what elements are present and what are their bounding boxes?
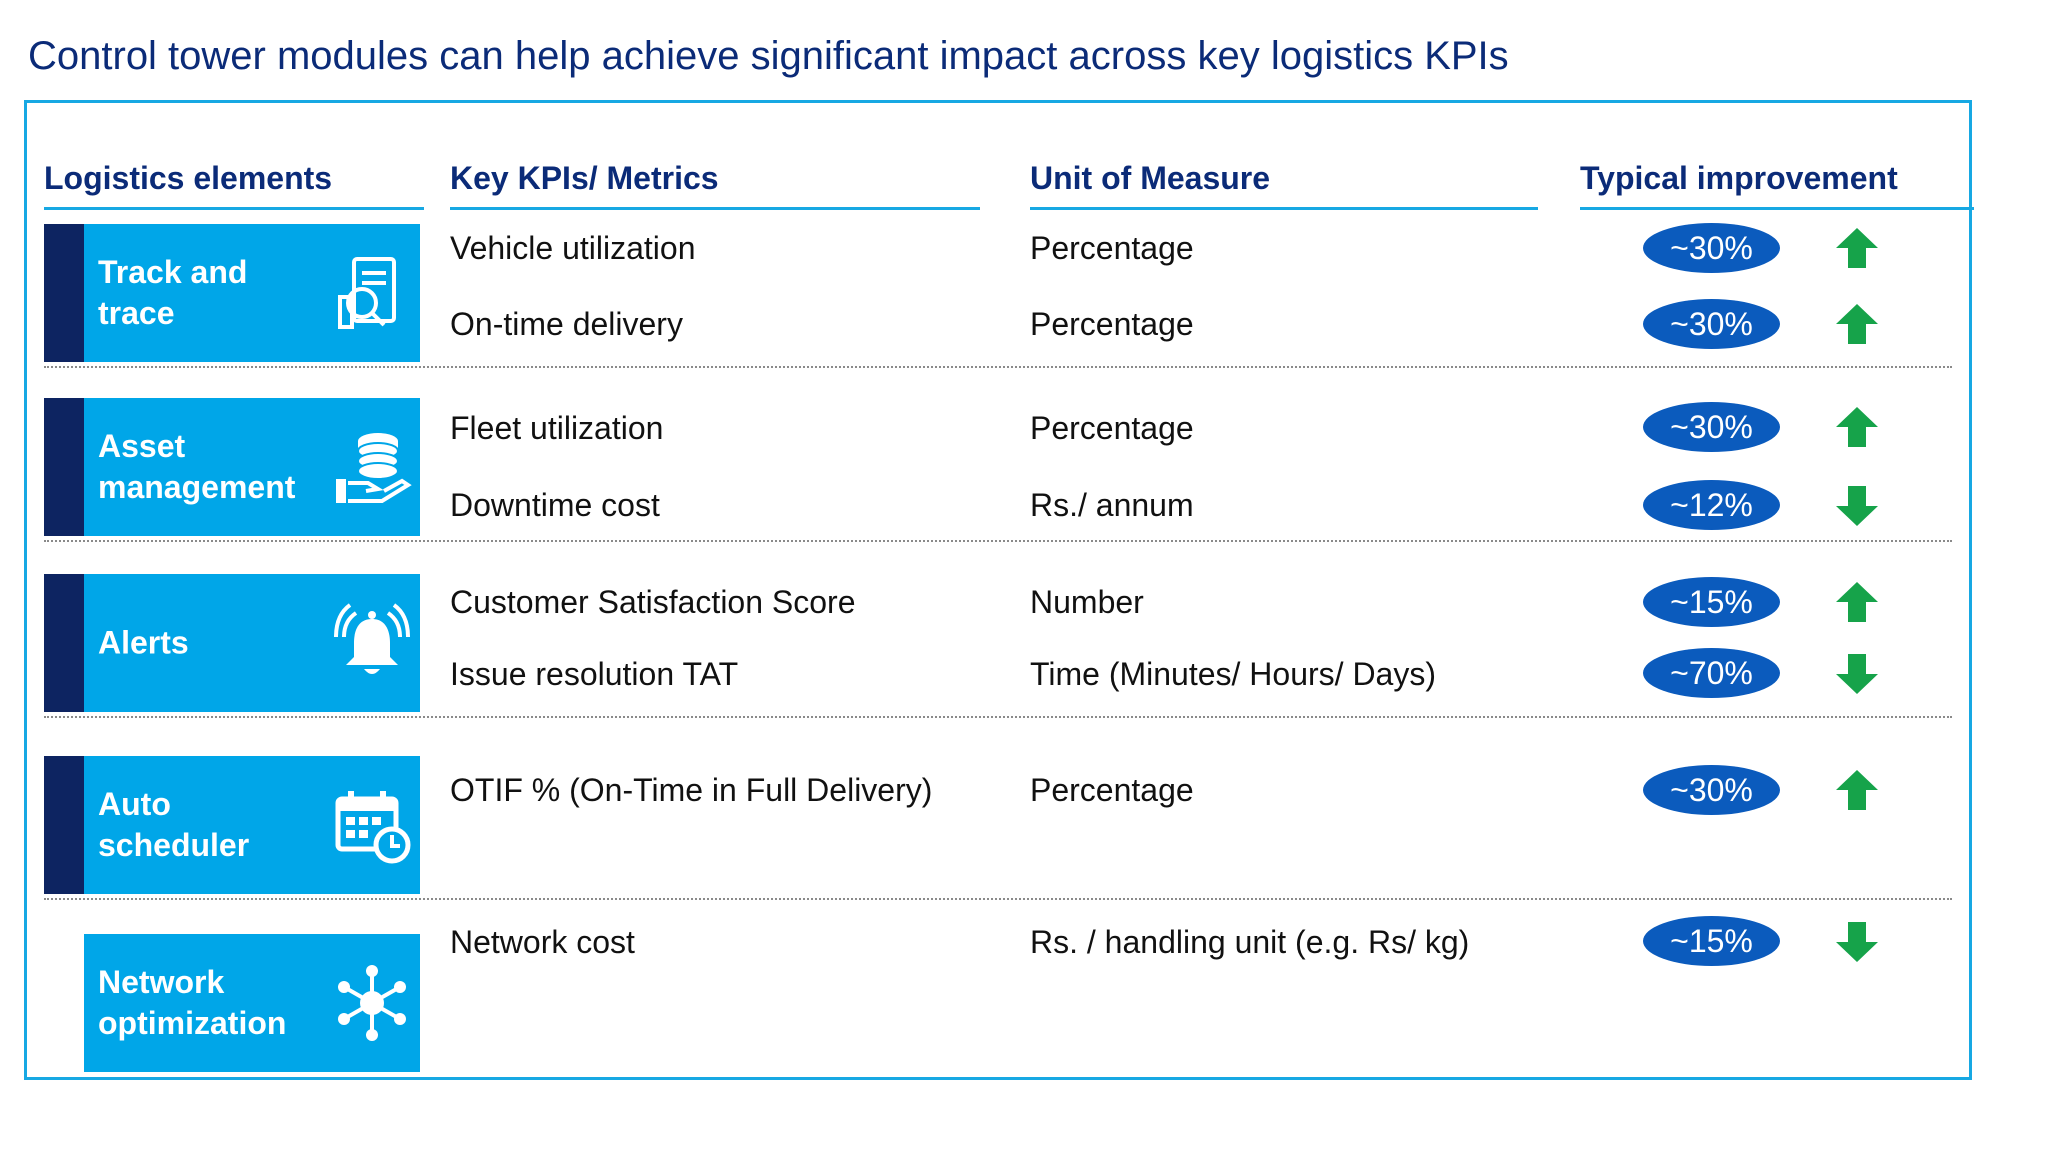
unit-cell: Time (Minutes/ Hours/ Days) [1030, 656, 1436, 692]
row-separator [44, 366, 1952, 368]
header-logistics-elements: Logistics elements [44, 160, 424, 210]
improvement-badge: ~30% [1643, 299, 1780, 349]
page-title: Control tower modules can help achieve s… [28, 34, 1509, 78]
unit-cell: Number [1030, 584, 1144, 620]
row-separator [44, 898, 1952, 900]
track-trace-icon [338, 257, 396, 329]
arrow-down-icon [1836, 486, 1878, 526]
module-auto-scheduler: Auto scheduler [84, 756, 420, 894]
kpi-cell: Issue resolution TAT [450, 656, 739, 692]
header-unit-of-measure: Unit of Measure [1030, 160, 1538, 210]
module-label: Alerts [98, 624, 189, 661]
improvement-badge: ~15% [1643, 577, 1780, 627]
module-asset-management: Asset management [84, 398, 420, 536]
module-network-optimization: Network optimization [84, 934, 420, 1072]
kpi-cell: Network cost [450, 924, 635, 960]
module-track-and-trace: Track and trace [84, 224, 420, 362]
kpi-cell: OTIF % (On-Time in Full Delivery) [450, 772, 933, 808]
unit-cell: Rs./ annum [1030, 487, 1194, 523]
unit-cell: Percentage [1030, 772, 1194, 808]
kpi-cell: On-time delivery [450, 306, 683, 342]
kpi-cell: Downtime cost [450, 487, 660, 523]
arrow-up-icon [1836, 228, 1878, 268]
module-label: Network optimization [98, 964, 287, 1041]
row-separator [44, 716, 1952, 718]
improvement-badge: ~30% [1643, 223, 1780, 273]
arrow-down-icon [1836, 654, 1878, 694]
arrow-up-icon [1836, 770, 1878, 810]
improvement-badge: ~30% [1643, 765, 1780, 815]
module-alerts: Alerts [84, 574, 420, 712]
arrow-up-icon [1836, 304, 1878, 344]
module-label: Asset management [98, 428, 296, 505]
row-separator [44, 540, 1952, 542]
module-sidebar [44, 756, 84, 894]
unit-cell: Percentage [1030, 306, 1194, 342]
unit-cell: Percentage [1030, 410, 1194, 446]
improvement-badge: ~15% [1643, 916, 1780, 966]
module-label: Auto scheduler [98, 786, 250, 863]
kpi-cell: Fleet utilization [450, 410, 664, 446]
kpi-cell: Customer Satisfaction Score [450, 584, 856, 620]
kpi-cell: Vehicle utilization [450, 230, 696, 266]
arrow-up-icon [1836, 407, 1878, 447]
unit-cell: Rs. / handling unit (e.g. Rs/ kg) [1030, 924, 1470, 960]
module-label: Track and trace [98, 254, 248, 331]
improvement-badge: ~30% [1643, 402, 1780, 452]
module-sidebar [44, 398, 84, 536]
header-typical-improvement: Typical improvement [1580, 160, 1974, 210]
coins-hand-icon [336, 433, 412, 503]
content-frame [24, 100, 1972, 1080]
unit-cell: Percentage [1030, 230, 1194, 266]
module-sidebar [44, 574, 84, 712]
arrow-down-icon [1836, 922, 1878, 962]
improvement-badge: ~70% [1643, 648, 1780, 698]
bell-icon [334, 603, 410, 674]
calendar-clock-icon [335, 791, 411, 864]
network-hub-icon [338, 965, 406, 1041]
arrow-up-icon [1836, 582, 1878, 622]
improvement-badge: ~12% [1643, 480, 1780, 530]
header-key-kpis: Key KPIs/ Metrics [450, 160, 980, 210]
module-sidebar [44, 224, 84, 362]
